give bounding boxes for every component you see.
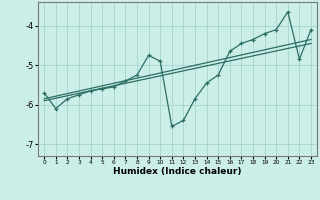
X-axis label: Humidex (Indice chaleur): Humidex (Indice chaleur)	[113, 167, 242, 176]
